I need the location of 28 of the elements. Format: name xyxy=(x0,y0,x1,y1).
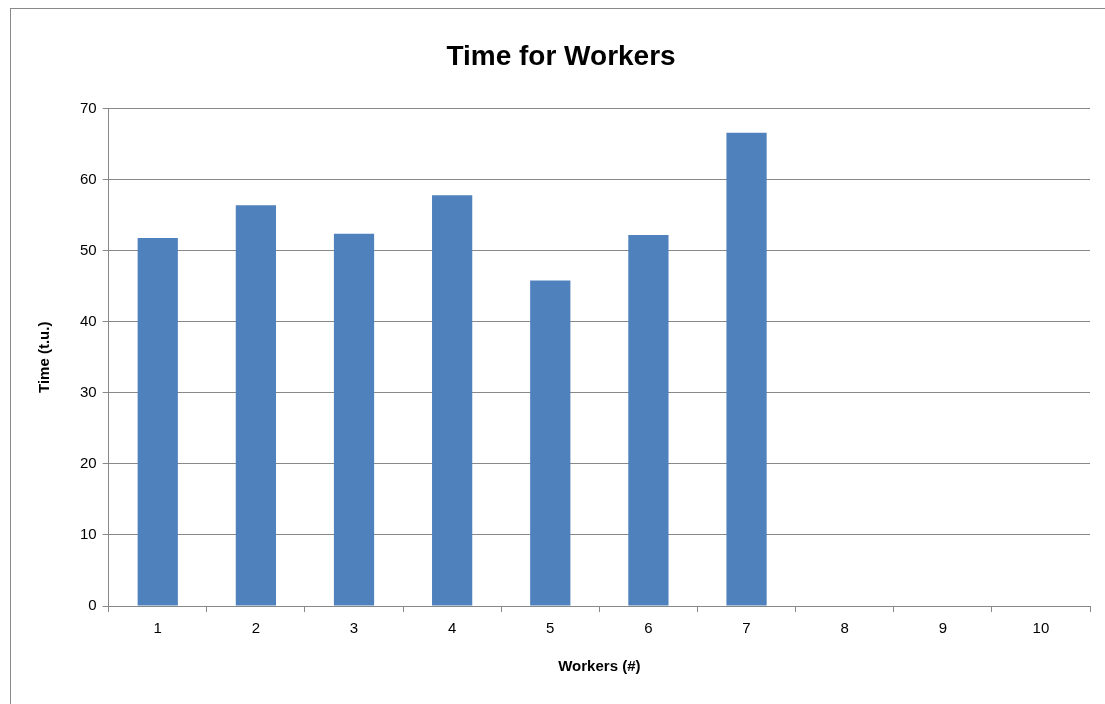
y-tick-label: 60 xyxy=(80,169,97,187)
x-tick-label: 9 xyxy=(938,619,947,637)
x-tick-label: 7 xyxy=(742,619,751,637)
y-tick-label: 0 xyxy=(88,596,97,614)
y-tick-label: 30 xyxy=(80,382,97,400)
bar xyxy=(432,195,473,606)
x-axis-title: Workers (#) xyxy=(558,657,641,675)
x-tick-label: 10 xyxy=(1032,619,1050,637)
x-tick-label: 3 xyxy=(349,619,359,637)
y-tick-label: 70 xyxy=(80,98,97,116)
chart-title: Time for Workers xyxy=(446,39,676,71)
bar xyxy=(530,280,571,606)
x-tick-label: 4 xyxy=(447,619,457,637)
bar xyxy=(137,237,178,606)
x-tick-label: 1 xyxy=(153,619,162,637)
x-tick-label: 8 xyxy=(840,619,849,637)
y-tick-label: 20 xyxy=(80,454,97,472)
y-axis-title: Time (t.u.) xyxy=(35,321,53,393)
bar xyxy=(333,233,375,606)
x-tick-label: 5 xyxy=(546,619,555,637)
bar xyxy=(628,235,669,606)
bar xyxy=(726,132,767,606)
x-tick-label: 2 xyxy=(251,619,261,637)
y-tick-label: 50 xyxy=(80,240,97,258)
y-tick-label: 10 xyxy=(80,525,97,543)
y-tick-label: 40 xyxy=(80,311,97,329)
x-tick-label: 6 xyxy=(644,619,653,637)
bar xyxy=(235,205,276,606)
